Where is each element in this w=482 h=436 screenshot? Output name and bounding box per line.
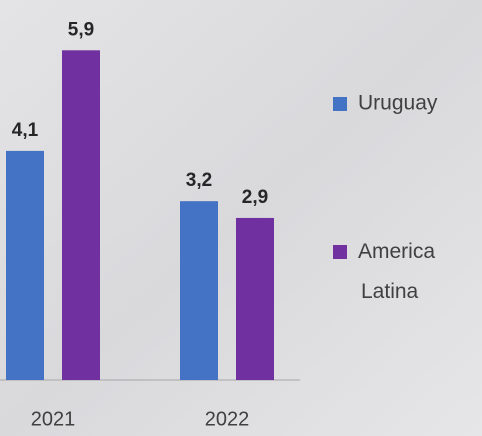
value-label: 5,9 bbox=[68, 19, 94, 40]
bar bbox=[62, 50, 100, 380]
value-label: 3,2 bbox=[186, 170, 212, 191]
legend-swatch bbox=[333, 97, 347, 111]
legend-swatch bbox=[333, 245, 347, 259]
legend-label: America Latina bbox=[358, 240, 435, 303]
x-tick-label: 2022 bbox=[205, 408, 250, 430]
value-label: 2,9 bbox=[242, 187, 268, 208]
bar bbox=[180, 201, 218, 380]
x-tick-label: 2021 bbox=[31, 408, 76, 430]
bar bbox=[236, 217, 274, 380]
legend-label: Uruguay bbox=[358, 92, 438, 115]
bar bbox=[6, 150, 44, 380]
value-label: 4,1 bbox=[12, 120, 39, 141]
